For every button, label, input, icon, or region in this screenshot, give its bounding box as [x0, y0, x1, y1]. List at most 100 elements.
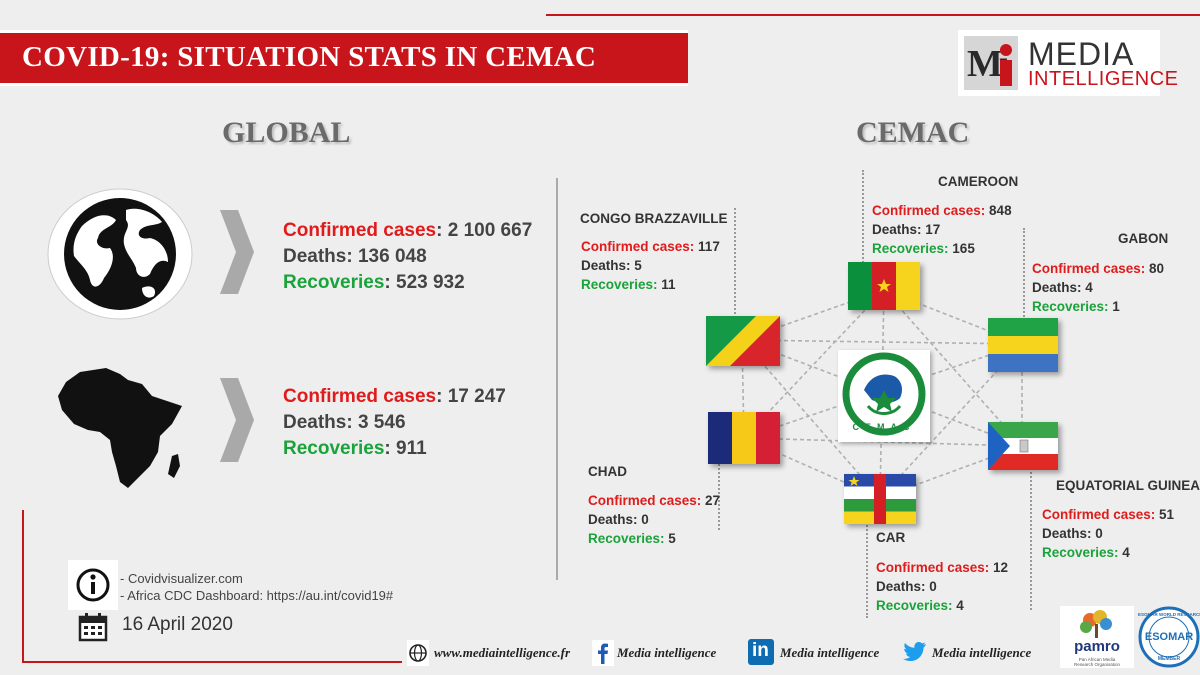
esomar-ring-text: ESOMAR WORLD RESEARCH	[1138, 612, 1200, 617]
twitter-link[interactable]: Media intelligence	[932, 645, 1032, 660]
cemac-heading: CEMAC	[856, 116, 970, 149]
car-deaths: 0	[929, 579, 937, 594]
cameroon-deaths: 17	[925, 222, 941, 237]
world-stats: Confirmed cases: 2 100 667 Deaths: 136 0…	[283, 218, 532, 296]
country-name-equatorial-guinea: EQUATORIAL GUINEA	[1056, 478, 1200, 493]
africa-map-icon	[58, 368, 182, 488]
website-link[interactable]: www.mediaintelligence.fr	[434, 645, 571, 660]
logo-red-dot	[1000, 44, 1012, 56]
esomar-badge-icon	[1138, 606, 1200, 668]
chad-recoveries: 5	[668, 531, 676, 546]
deaths-label: Deaths:	[581, 258, 635, 273]
deaths-label: Deaths:	[876, 579, 930, 594]
country-name-chad: CHAD	[588, 464, 627, 479]
media-intelligence-logo: Mi MEDIA INTELLIGENCE	[958, 30, 1178, 96]
leader-chad	[718, 455, 720, 530]
star-icon	[877, 279, 891, 292]
leader-eqg	[1030, 460, 1032, 610]
confirmed-label: Confirmed cases:	[1042, 507, 1160, 522]
report-date: 16 April 2020	[122, 614, 233, 635]
deaths-label: Deaths:	[872, 222, 926, 237]
logo-text-top: MEDIA	[1028, 36, 1135, 72]
africa-recoveries-label: Recoveries	[283, 438, 385, 459]
leader-congo	[734, 208, 736, 330]
pamro-tree-icon	[1080, 610, 1112, 638]
linkedin-link[interactable]: Media intelligence	[780, 645, 880, 660]
cameroon-confirmed: 848	[989, 203, 1012, 218]
facebook-link[interactable]: Media intelligence	[617, 645, 717, 660]
africa-confirmed-value: : 17 247	[436, 386, 506, 407]
world-confirmed-value: : 2 100 667	[436, 220, 533, 241]
cemac-emblem: CEMAC	[838, 350, 930, 442]
confirmed-label: Confirmed cases:	[876, 560, 994, 575]
country-name-car: CAR	[876, 530, 906, 545]
logo-mark: Mi	[964, 36, 1018, 90]
source-item: - Africa CDC Dashboard: https://au.int/c…	[120, 588, 394, 603]
chad-stats: Confirmed cases: 27 Deaths: 0 Recoveries…	[588, 491, 720, 548]
leader-car	[866, 510, 868, 618]
arrow-right-icon	[220, 378, 254, 462]
global-heading: GLOBAL	[222, 116, 351, 149]
congo-stats: Confirmed cases: 117 Deaths: 5 Recoverie…	[581, 237, 720, 294]
cameroon-stats: Confirmed cases: 848 Deaths: 17 Recoveri…	[872, 201, 1012, 258]
source-item: - Covidvisualizer.com	[120, 571, 243, 586]
recoveries-label: Recoveries:	[581, 277, 662, 292]
africa-deaths-value: : 3 546	[346, 412, 406, 433]
gabon-confirmed: 80	[1149, 261, 1165, 276]
world-deaths-value: : 136 048	[346, 246, 427, 267]
africa-recoveries-value: : 911	[384, 438, 427, 459]
esomar-name: ESOMAR	[1144, 631, 1194, 643]
deaths-label: Deaths:	[1042, 526, 1096, 541]
country-name-cameroon: CAMEROON	[938, 174, 1019, 189]
flag-equatorial-guinea	[988, 422, 1058, 470]
frame-line-bottom	[22, 661, 402, 663]
country-name-gabon: GABON	[1118, 231, 1169, 246]
calendar-icon	[78, 613, 108, 642]
world-recoveries-label: Recoveries	[283, 272, 385, 293]
africa-deaths-label: Deaths	[283, 412, 347, 433]
logo-text-bottom: INTELLIGENCE	[1028, 68, 1179, 90]
confirmed-label: Confirmed cases:	[588, 493, 706, 508]
world-deaths-label: Deaths	[283, 246, 347, 267]
pamro-logo: pamro Pan African Media Research Organis…	[1060, 606, 1134, 668]
recoveries-label: Recoveries:	[872, 241, 953, 256]
gabon-recoveries: 1	[1112, 299, 1120, 314]
africa-stats: Confirmed cases: 17 247 Deaths: 3 546 Re…	[283, 384, 506, 462]
deaths-label: Deaths:	[588, 512, 642, 527]
twitter-icon[interactable]	[902, 638, 928, 664]
gabon-stats: Confirmed cases: 80 Deaths: 4 Recoveries…	[1032, 259, 1164, 316]
flag-cameroon	[848, 262, 920, 310]
car-stats: Confirmed cases: 12 Deaths: 0 Recoveries…	[876, 558, 1008, 615]
facebook-icon[interactable]	[592, 640, 614, 666]
cemac-emblem-text: CEMAC	[852, 422, 916, 432]
linkedin-icon[interactable]: in	[748, 639, 774, 665]
equatorial-guinea-stats: Confirmed cases: 51 Deaths: 0 Recoveries…	[1042, 505, 1174, 562]
cemac-emblem-icon	[842, 352, 926, 436]
linkedin-glyph: in	[752, 640, 769, 661]
deaths-label: Deaths:	[1032, 280, 1086, 295]
flag-congo	[706, 316, 780, 366]
africa-confirmed-label: Confirmed cases	[283, 386, 437, 407]
car-confirmed: 12	[993, 560, 1009, 575]
chad-confirmed: 27	[705, 493, 721, 508]
pamro-subtitle: Pan African Media Research Organisation	[1073, 657, 1121, 667]
car-recoveries: 4	[956, 598, 964, 613]
esomar-member: MEMBER	[1157, 656, 1181, 662]
sources-list: - Covidvisualizer.com - Africa CDC Dashb…	[120, 570, 393, 604]
confirmed-label: Confirmed cases:	[872, 203, 990, 218]
logo-red-accent	[1000, 60, 1012, 86]
world-confirmed-label: Confirmed cases	[283, 220, 437, 241]
confirmed-label: Confirmed cases:	[1032, 261, 1150, 276]
recoveries-label: Recoveries:	[1032, 299, 1113, 314]
recoveries-label: Recoveries:	[1042, 545, 1123, 560]
flag-chad	[708, 412, 780, 464]
title-banner: COVID-19: SITUATION STATS IN CEMAC	[0, 30, 688, 86]
info-icon	[68, 560, 118, 610]
country-name-congo: CONGO BRAZZAVILLE	[580, 211, 728, 226]
gabon-deaths: 4	[1085, 280, 1093, 295]
globe-web-icon	[407, 640, 429, 666]
cameroon-recoveries: 165	[952, 241, 975, 256]
chad-deaths: 0	[641, 512, 649, 527]
frame-line-left	[22, 510, 24, 662]
arrow-right-icon	[220, 210, 254, 294]
